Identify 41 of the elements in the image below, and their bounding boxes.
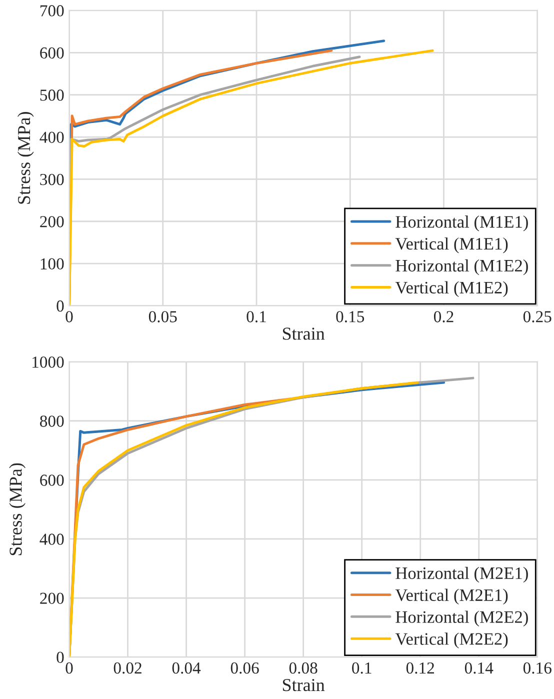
y-tick-label: 1000: [32, 356, 64, 368]
x-tick-label: 0.15: [336, 311, 364, 322]
y-axis-title: Stress (MPa): [17, 112, 34, 204]
y-tick-label: 0: [56, 300, 64, 312]
legend-label: Vertical (M1E2): [395, 281, 508, 298]
y-tick-label: 400: [40, 132, 64, 143]
legend-label: Vertical (M2E1): [395, 588, 508, 605]
x-tick-label: 0: [66, 311, 73, 322]
x-tick-label: 0.2: [434, 311, 454, 322]
x-tick-label: 0: [66, 662, 73, 674]
x-tick-label: 0.1: [352, 662, 372, 674]
legend-label: Horizontal (M2E2): [396, 610, 528, 626]
y-tick-label: 500: [40, 90, 64, 101]
y-tick-label: 800: [40, 416, 64, 427]
x-tick-label: 0.04: [172, 662, 201, 674]
y-tick-label: 600: [40, 47, 64, 59]
y-axis-title: Stress (MPa): [9, 463, 26, 556]
y-tick-label: 300: [40, 174, 64, 186]
x-tick-label: 0.08: [289, 662, 318, 674]
legend-label: Vertical (M2E2): [395, 632, 508, 648]
legend-label: Vertical (M1E1): [395, 237, 508, 254]
legend-label: Horizontal (M2E1): [396, 566, 528, 583]
y-tick-label: 600: [40, 474, 64, 486]
x-tick-label: 0.14: [464, 662, 494, 674]
x-tick-label: 0.05: [148, 311, 177, 322]
y-tick-label: 400: [40, 534, 64, 545]
x-axis-title: Strain: [282, 678, 325, 692]
x-tick-label: 0.02: [114, 662, 142, 674]
y-tick-label: 100: [40, 258, 64, 270]
legend-label: Horizontal (M1E1): [396, 216, 528, 232]
x-tick-label: 0.12: [406, 662, 434, 674]
legend-label: Horizontal (M1E2): [396, 259, 528, 276]
y-tick-label: 200: [40, 592, 64, 604]
y-tick-label: 0: [56, 652, 64, 664]
x-tick-label: 0.06: [230, 662, 259, 674]
x-tick-label: 0.16: [523, 662, 552, 674]
x-tick-label: 0.25: [523, 311, 552, 322]
y-tick-label: 700: [40, 5, 64, 16]
x-tick-label: 0.1: [246, 311, 266, 322]
y-tick-label: 200: [40, 216, 64, 228]
x-axis-title: Strain: [282, 328, 325, 340]
